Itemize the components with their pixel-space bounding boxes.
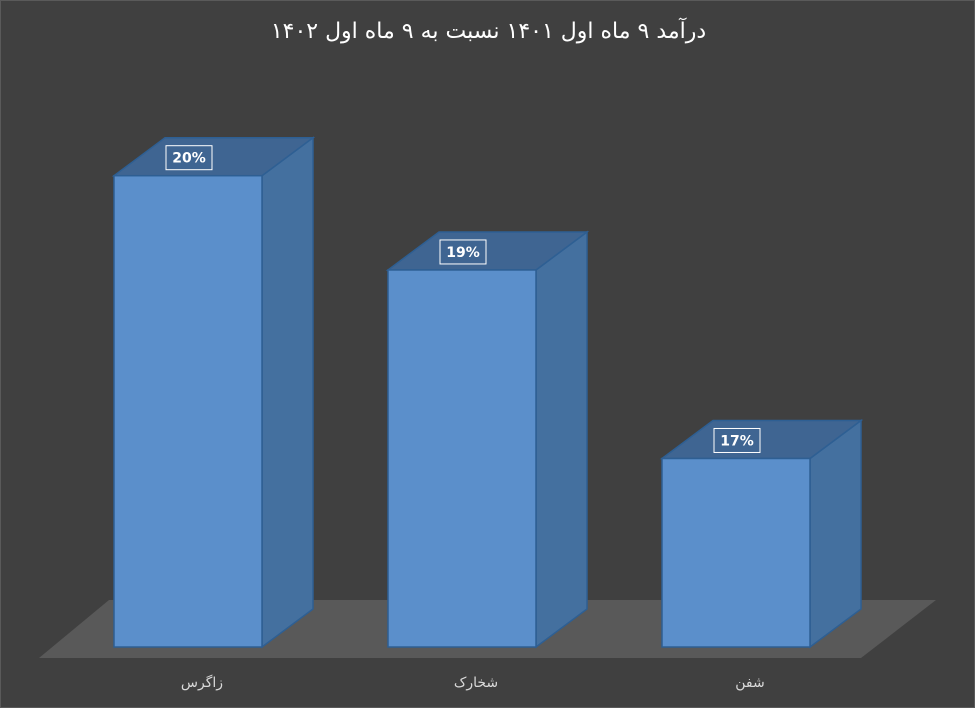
category-label: زاگرس (181, 674, 223, 691)
value-label-box (713, 427, 761, 453)
category-label: شفن (735, 675, 764, 691)
bar-front-face (661, 457, 811, 648)
bar-side-face (535, 230, 588, 649)
value-label: 19% (446, 245, 480, 261)
bar-1: 20% زاگرس (111, 136, 316, 691)
value-label: 17% (720, 433, 754, 449)
bar-front-face (113, 174, 263, 648)
value-label-box (439, 239, 487, 265)
bar-side-face (809, 418, 862, 649)
bar-2: 19% شخارک (385, 230, 590, 691)
value-label: 20% (172, 151, 206, 167)
bars-group: 20% زاگرس 19% شخارک 17% شفن (111, 136, 864, 691)
value-label-box (165, 145, 213, 171)
bar-3: 17% شفن (659, 418, 864, 691)
bar-side-face (261, 136, 314, 649)
bar-front-face (387, 269, 537, 648)
category-label: شخارک (454, 675, 498, 691)
chart-title: درآمد ۹ ماه اول ۱۴۰۱ نسبت به ۹ ماه اول ۱… (270, 19, 707, 44)
